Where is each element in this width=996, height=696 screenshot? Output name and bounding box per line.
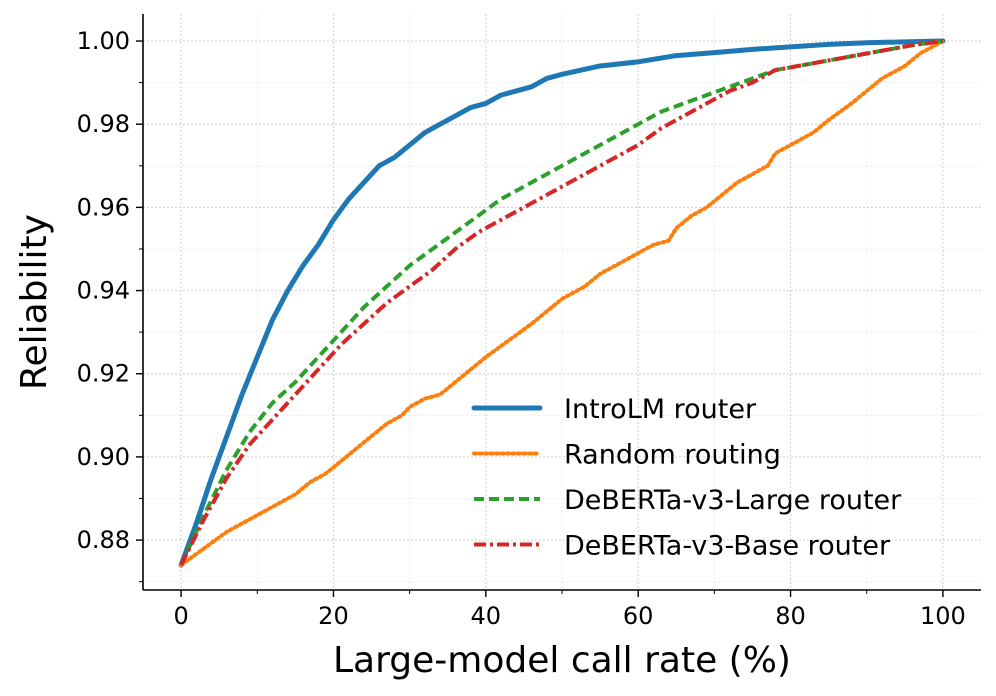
y-tick-label: 1.00 (77, 27, 130, 55)
x-ticks: 0 20 40 60 80 100 (173, 590, 966, 630)
x-tick-label: 100 (920, 602, 966, 630)
y-tick-label: 0.90 (77, 443, 130, 471)
y-tick-label: 0.92 (77, 360, 130, 388)
legend-label: DeBERTa-v3-Base router (564, 531, 891, 562)
x-tick-label: 40 (471, 602, 502, 630)
x-axis-title: Large-model call rate (%) (333, 640, 791, 681)
y-tick-label: 0.98 (77, 110, 130, 138)
x-tick-label: 0 (173, 602, 188, 630)
y-ticks: 0.88 0.90 0.92 0.94 0.96 0.98 1.00 (77, 27, 143, 583)
series-layer (178, 38, 946, 568)
legend: IntroLM router Random routing DeBERTa-v3-L… (471, 394, 902, 562)
x-tick-label: 60 (623, 602, 654, 630)
grid (143, 14, 981, 590)
series-line-introlm-router (178, 38, 946, 568)
y-tick-label: 0.94 (77, 277, 130, 305)
y-tick-label: 0.88 (77, 526, 130, 554)
y-axis-title: Reliability (14, 214, 55, 390)
x-tick-label: 80 (775, 602, 806, 630)
y-tick-label: 0.96 (77, 193, 130, 221)
series-line-deberta-v3-base-router (179, 39, 944, 566)
series-line-deberta-v3-large-router (179, 39, 944, 566)
legend-label: IntroLM router (564, 394, 757, 425)
series-line-random-routing (179, 39, 945, 568)
legend-label: DeBERTa-v3-Large router (564, 485, 902, 516)
x-tick-label: 20 (318, 602, 349, 630)
legend-label: Random routing (564, 440, 781, 471)
